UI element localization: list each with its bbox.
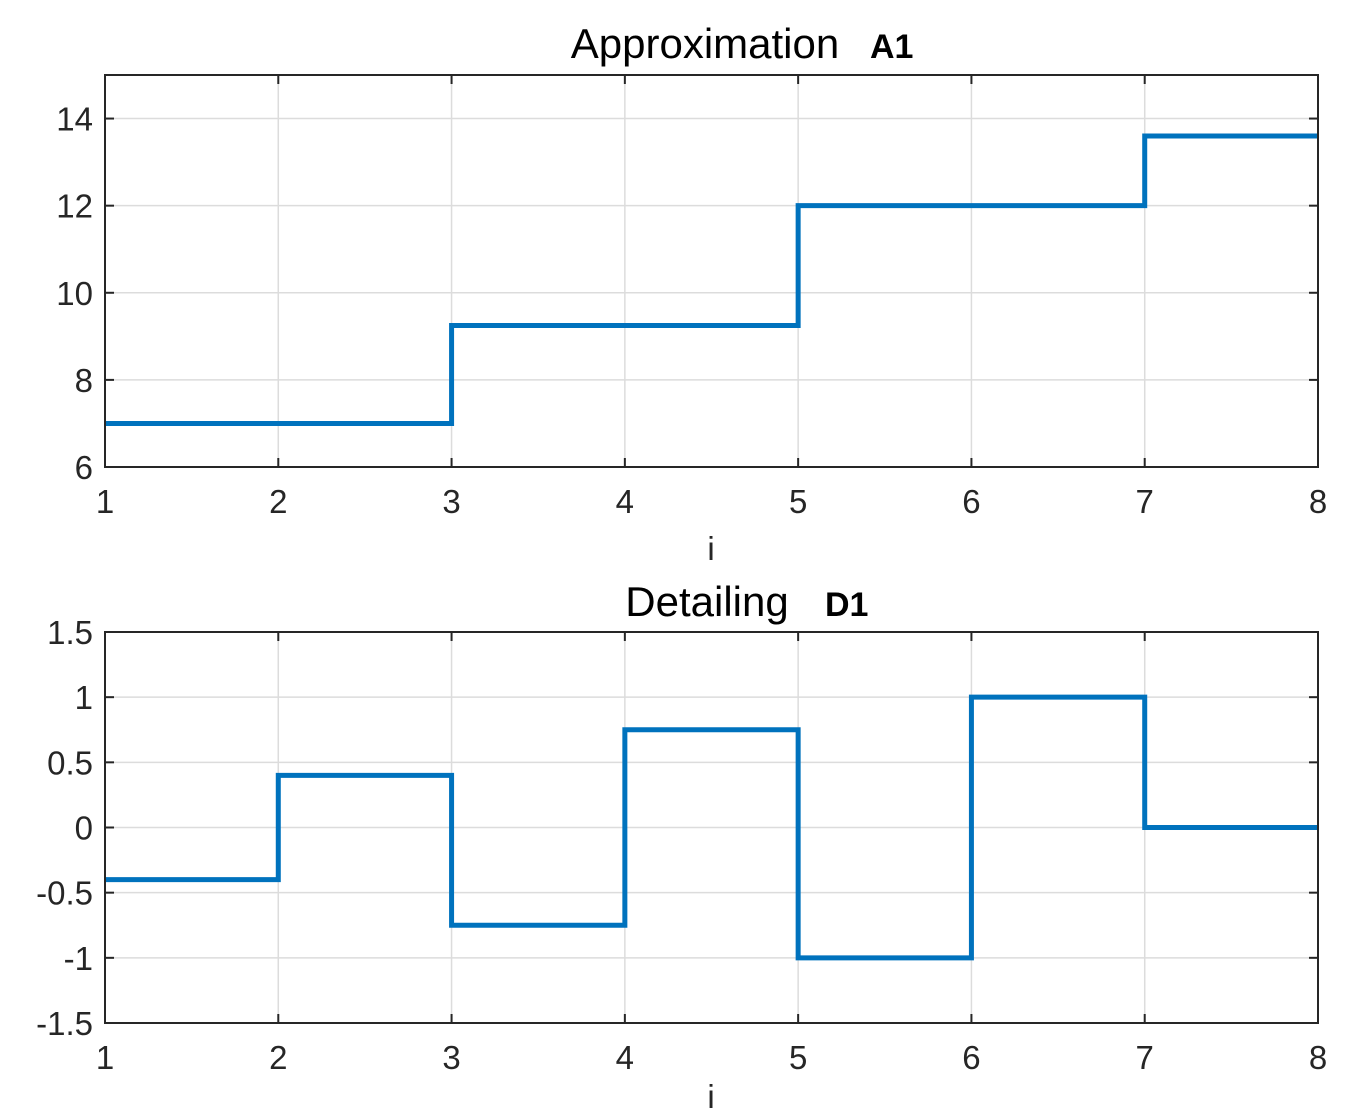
axes-frame xyxy=(104,74,1319,468)
x-tick-label: 8 xyxy=(1309,1039,1327,1076)
x-tick-label: 3 xyxy=(442,483,460,520)
x-tick-label: 4 xyxy=(616,483,634,520)
y-tick-label: 10 xyxy=(56,275,93,312)
y-tick-label: 6 xyxy=(75,449,93,486)
y-tick-label: -1 xyxy=(64,940,93,977)
x-tick-label: 4 xyxy=(616,1039,634,1076)
chart-title-suffix: D1 xyxy=(825,586,868,624)
x-tick-label: 3 xyxy=(442,1039,460,1076)
y-tick-label: 1.5 xyxy=(47,614,93,651)
x-tick-label: 2 xyxy=(269,483,287,520)
y-tick-label: 0 xyxy=(75,810,93,847)
series-step-line xyxy=(105,133,1318,426)
x-tick-label: 7 xyxy=(1136,1039,1154,1076)
chart-title: Approximation xyxy=(571,20,839,67)
chart-title: Detailing xyxy=(625,578,788,625)
y-tick-label: 8 xyxy=(75,362,93,399)
x-tick-label: 5 xyxy=(789,483,807,520)
grid xyxy=(104,631,1319,1024)
series-step-line xyxy=(105,694,1318,961)
y-tick-label: -0.5 xyxy=(36,875,93,912)
y-tick-label: 0.5 xyxy=(47,744,93,781)
x-axis-label: i xyxy=(707,530,714,567)
y-tick-label: 1 xyxy=(75,679,93,716)
chart-title-suffix: A1 xyxy=(870,28,913,66)
x-tick-label: 1 xyxy=(96,1039,114,1076)
x-tick-label: 6 xyxy=(962,483,980,520)
detailing-subplot: Detailing D1 1 2 3 4 5 6 7 8-1.5-1-0.500.511.5 … xyxy=(36,578,1327,1110)
y-tick-label: 14 xyxy=(56,101,93,138)
series-layer xyxy=(105,694,1318,961)
x-axis-label: i xyxy=(707,1078,714,1110)
x-tick-label: 6 xyxy=(962,1039,980,1076)
x-tick-label: 7 xyxy=(1136,483,1154,520)
x-tick-label: 5 xyxy=(789,1039,807,1076)
x-tick-label: 8 xyxy=(1309,483,1327,520)
axes-frame xyxy=(104,631,1319,1024)
x-tick-label: 1 xyxy=(96,483,114,520)
axis-ticks: 1 2 3 4 5 6 7 8 -1.5 -1 -0.5 0 0.5 1 1.5 xyxy=(36,614,1327,1076)
grid xyxy=(104,75,1319,468)
y-tick-label: -1.5 xyxy=(36,1005,93,1042)
series-layer xyxy=(105,133,1318,426)
y-tick-label: 12 xyxy=(56,188,93,225)
x-tick-label: 2 xyxy=(269,1039,287,1076)
